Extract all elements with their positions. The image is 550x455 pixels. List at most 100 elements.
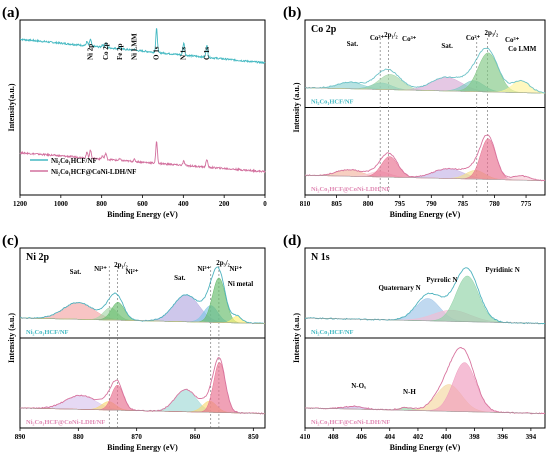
peak-label: Co²⁺ xyxy=(370,34,385,42)
envelope-line xyxy=(304,134,546,182)
x-axis-label: Binding Energy (eV) xyxy=(390,210,461,219)
peak-label: Ni³⁺ xyxy=(197,265,210,273)
survey-line xyxy=(19,141,266,174)
peak-label: Sat. xyxy=(347,40,359,48)
x-tick-label: 870 xyxy=(131,433,142,441)
x-tick-label: 780 xyxy=(489,200,500,208)
fit-component xyxy=(305,384,545,414)
x-axis-label: Binding Energy (eV) xyxy=(107,443,178,452)
peak-label: N-Oₓ xyxy=(351,382,367,390)
x-tick-label: 800 xyxy=(96,200,107,208)
peak-label: Co²⁺ xyxy=(466,34,481,42)
x-tick-label: 410 xyxy=(300,433,311,441)
panel-a: 1200 1000 800 600 400 200 0 Binding Energy (eV)… xyxy=(2,5,267,219)
x-tick-label: 406 xyxy=(356,433,367,441)
envelope-line xyxy=(19,357,265,415)
legend-label: Ni₂Co₁HCF@CoNi-LDH/NF xyxy=(51,168,136,176)
envelope-line xyxy=(19,266,265,325)
peak-label: Ni 2p xyxy=(86,44,94,60)
x-tick-label: 800 xyxy=(363,200,374,208)
x-tick-label: 394 xyxy=(526,433,537,441)
peak-label: 2p₁/₂ xyxy=(114,261,128,269)
peak-label: Ni LMM xyxy=(130,33,138,60)
x-tick-label: 890 xyxy=(15,433,26,441)
x-tick-label: 400 xyxy=(178,200,189,208)
panel-c: 890 880 870 860 850 Binding Energy (eV) Intens… xyxy=(2,233,266,452)
panel-title: N 1s xyxy=(311,252,330,263)
panel-d: 410 408 406 404 402 400 398 396 394 Binding Energ… xyxy=(283,233,546,452)
peak-label: Co³⁺ xyxy=(505,36,520,44)
y-axis-label: Intensity (a.u.) xyxy=(292,82,301,132)
peak-label: Quaternary N xyxy=(378,284,420,292)
x-tick-label: 400 xyxy=(441,433,452,441)
x-tick-label: 1200 xyxy=(13,200,28,208)
peak-label: N 1s xyxy=(180,47,188,60)
panel-letter: (a) xyxy=(2,5,20,21)
survey-line xyxy=(19,27,266,64)
y-axis-label: Intensity (a.u.) xyxy=(292,313,301,363)
y-axis-label: Intensity (a.u.) xyxy=(7,313,16,363)
x-tick-label: 785 xyxy=(458,200,469,208)
sample-label: Ni₂Co₁HCF/NF xyxy=(311,99,354,106)
peak-label: C 1s xyxy=(203,47,211,60)
sample-label: Ni₂Co₁HCF@CoNi-LDH/NF xyxy=(311,186,390,193)
peak-label: Pyridinic N xyxy=(485,266,519,274)
peak-label: 2p₃/₂ xyxy=(216,259,230,267)
x-tick-label: 805 xyxy=(331,200,342,208)
x-tick-label: 600 xyxy=(137,200,148,208)
x-tick-label: 790 xyxy=(426,200,437,208)
panel-title: Ni 2p xyxy=(26,252,50,263)
sample-label: Ni₂Co₁HCF/NF xyxy=(311,329,354,336)
peak-label: 2p₃/₂ xyxy=(485,29,499,37)
x-axis-label: Binding Energy (eV) xyxy=(107,210,178,219)
panel-title: Co 2p xyxy=(311,24,337,35)
peak-label: Sat. xyxy=(174,274,186,282)
panel-b: 810 805 800 795 790 785 780 775 Binding Energy (… xyxy=(283,5,546,219)
x-tick-label: 408 xyxy=(328,433,339,441)
x-tick-label: 810 xyxy=(300,200,311,208)
x-tick-label: 860 xyxy=(190,433,201,441)
background-line xyxy=(304,174,541,181)
envelope-line xyxy=(304,47,546,94)
x-tick-label: 396 xyxy=(497,433,508,441)
x-axis-label: Binding Energy (eV) xyxy=(390,443,461,452)
envelope-line xyxy=(304,347,546,415)
peak-label: Co³⁺ xyxy=(402,35,417,43)
x-tick-label: 402 xyxy=(413,433,424,441)
peak-label: Ni²⁺ xyxy=(229,265,242,273)
peak-label: N-H xyxy=(403,388,416,396)
background-line xyxy=(304,317,541,324)
panel-letter: (b) xyxy=(283,5,301,21)
panel-letter: (d) xyxy=(283,233,301,249)
peak-label: Sat. xyxy=(441,42,453,50)
peak-label: Sat. xyxy=(70,268,82,276)
peak-label: Ni metal xyxy=(228,280,254,288)
y-axis-label: Intensity(a.u.) xyxy=(7,83,16,131)
panel-letter: (c) xyxy=(2,233,19,249)
sample-label: Ni₂Co₁HCF@CoNi-LDH/NF xyxy=(311,419,390,426)
x-tick-label: 398 xyxy=(469,433,480,441)
x-tick-label: 0 xyxy=(263,200,267,208)
legend-label: Ni₂Co₁HCF/NF xyxy=(51,157,97,165)
background-line xyxy=(304,87,541,94)
background-line xyxy=(304,407,541,414)
peak-label: Co LMM xyxy=(508,45,537,53)
background-line xyxy=(19,407,266,414)
sample-label: Ni₂Co₁HCF/NF xyxy=(26,329,69,336)
x-tick-label: 1000 xyxy=(54,200,69,208)
peak-label: Ni²⁺ xyxy=(126,268,139,276)
x-tick-label: 850 xyxy=(248,433,259,441)
x-tick-label: 775 xyxy=(521,200,532,208)
background-line xyxy=(19,317,266,324)
sample-label: Ni₂Co₁HCF@CoNi-LDH/NF xyxy=(26,419,105,426)
peak-label: Ni³⁺ xyxy=(94,265,107,273)
peak-label: Co 2p xyxy=(102,42,110,60)
peak-label: Fe 2p xyxy=(116,43,124,60)
x-tick-label: 200 xyxy=(219,200,230,208)
peak-label: 2p₁/₂ xyxy=(384,31,398,39)
x-tick-label: 880 xyxy=(73,433,84,441)
peak-label: Pyrrolic N xyxy=(426,276,457,284)
x-tick-label: 795 xyxy=(394,200,405,208)
